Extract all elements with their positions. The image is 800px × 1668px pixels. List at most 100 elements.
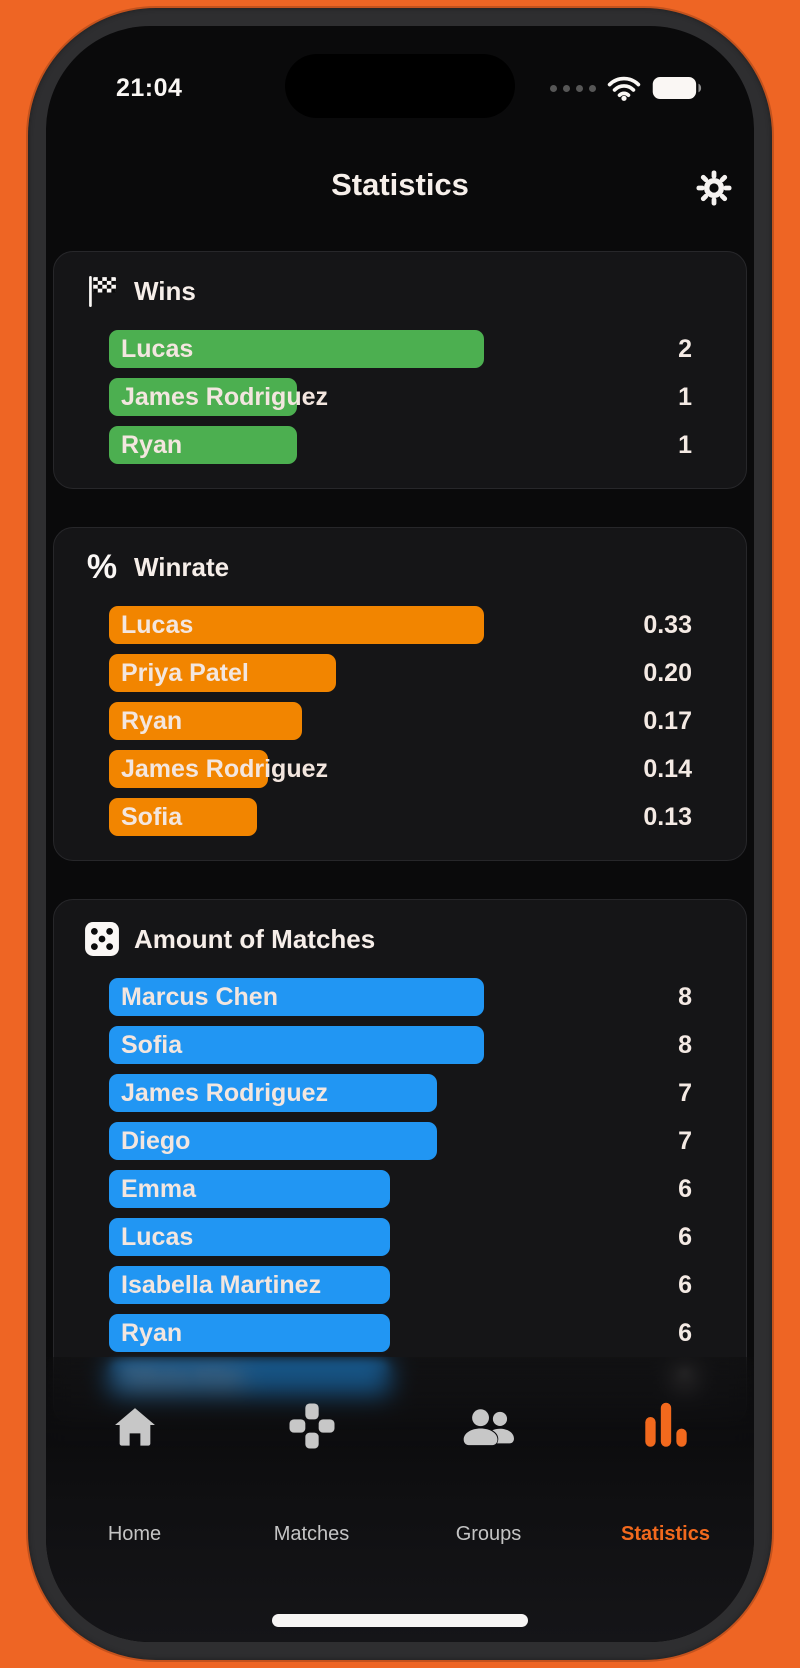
bar: Sofia (109, 1026, 484, 1064)
bar-player-name: Priya Patel (121, 658, 249, 687)
bar-value: 6 (678, 1174, 692, 1203)
bar: Sofia (109, 798, 257, 836)
card-title: Wins (134, 275, 196, 306)
bar: Lucas (109, 330, 484, 368)
phone-screen: 21:04 (46, 26, 754, 1642)
chart-bars-icon (644, 1397, 688, 1455)
bar: Lucas (109, 606, 484, 644)
bar-chart: Lucas 0.33 Priya Patel 0.20 Ryan 0.17 James Ro… (109, 606, 692, 836)
bar-row: Lucas 0.33 (109, 606, 692, 644)
bar-row: Sofia 0.13 (109, 798, 692, 836)
bar-row: Lucas 2 (109, 330, 692, 368)
bar-value: 6 (678, 1318, 692, 1347)
bar-row: Ryan 0.17 (109, 702, 692, 740)
tab-statistics[interactable]: Statistics (577, 1397, 754, 1546)
bar-row: Diego 7 (109, 1122, 692, 1160)
bar-player-name: Isabella Martinez (121, 1270, 322, 1299)
bar-row: James Rodriguez 7 (109, 1074, 692, 1112)
bar-value: 2 (678, 334, 692, 363)
tab-label: Home (107, 1523, 162, 1545)
bar-value: 0.33 (643, 610, 692, 639)
bar-value: 7 (678, 1126, 692, 1155)
tab-groups[interactable]: Groups (400, 1397, 577, 1546)
bar: Ryan (109, 702, 302, 740)
bar: James Rodriguez (109, 1074, 437, 1112)
bar-value: 1 (678, 382, 692, 411)
bar: Lucas (109, 1218, 390, 1256)
checkered-flag-icon (82, 275, 122, 308)
bar-player-name: James Rodriguez (121, 382, 329, 411)
tab-home[interactable]: Home (46, 1397, 223, 1546)
page-title: Statistics (331, 167, 469, 202)
bar-player-name: Ryan (121, 706, 183, 735)
bar-value: 1 (678, 430, 692, 459)
bar: Marcus Chen (109, 978, 484, 1016)
bar-player-name: James Rodriguez (121, 754, 329, 783)
card-wins: Wins Lucas 2 James Rodriguez 1 Ryan 1 (53, 251, 747, 489)
bar: Emma (109, 1170, 390, 1208)
card-header: % Winrate (54, 550, 746, 584)
bar-player-name: Marcus Chen (121, 982, 278, 1011)
battery-icon (652, 76, 702, 100)
bar-value: 0.20 (643, 658, 692, 687)
bar-player-name: Diego (121, 1126, 191, 1155)
card-winrate: % Winrate Lucas 0.33 Priya Patel 0.20 Ryan 0.17… (53, 527, 747, 861)
bar-value: 0.14 (643, 754, 692, 783)
bar-player-name: James Rodriguez (121, 1078, 329, 1107)
bar-value: 8 (678, 1030, 692, 1059)
tab-matches[interactable]: Matches (223, 1397, 400, 1546)
card-matches: Amount of Matches Marcus Chen 8 Sofia 8 James… (53, 899, 747, 1425)
status-bar: 21:04 (46, 54, 754, 118)
bar-player-name: Emma (121, 1174, 197, 1203)
tab-label: Statistics (621, 1523, 710, 1545)
bar: Priya Patel (109, 654, 336, 692)
bar-row: Priya Patel 0.20 (109, 654, 692, 692)
bar-value: 8 (678, 982, 692, 1011)
bar: Diego (109, 1122, 437, 1160)
tab-label: Matches (273, 1523, 350, 1545)
cellular-signal-icon (550, 84, 596, 92)
bar-row: Sofia 8 (109, 1026, 692, 1064)
gear-icon[interactable] (696, 170, 732, 206)
status-icons (550, 76, 702, 101)
bar-value: 6 (678, 1222, 692, 1251)
bar-chart: Marcus Chen 8 Sofia 8 James Rodriguez 7 Diego 7… (109, 978, 692, 1400)
bar-row: Ryan 1 (109, 426, 692, 464)
bar-row: James Rodriguez 1 (109, 378, 692, 416)
card-title: Amount of Matches (134, 923, 376, 954)
dice-icon (82, 921, 122, 957)
bar-player-name: Sofia (121, 1030, 183, 1059)
bar: Isabella Martinez (109, 1266, 390, 1304)
tab-label: Groups (455, 1523, 522, 1545)
home-indicator[interactable] (272, 1614, 528, 1627)
bar-row: Emma 6 (109, 1170, 692, 1208)
bar: James Rodriguez (109, 750, 328, 788)
tab-bar: Home Matches Groups Statistics (46, 1357, 754, 1642)
dynamic-island (285, 54, 515, 118)
bar-player-name: Ryan (121, 430, 183, 459)
bar-player-name: Lucas (121, 1222, 194, 1251)
dpad-icon (287, 1397, 337, 1455)
percent-icon: % (86, 548, 118, 586)
bar-value: 0.17 (643, 706, 692, 735)
bar-row: Ryan 6 (109, 1314, 692, 1352)
bar: Ryan (109, 426, 297, 464)
bar-player-name: Lucas (121, 610, 194, 639)
home-icon (112, 1397, 158, 1455)
content-scroll[interactable]: Wins Lucas 2 James Rodriguez 1 Ryan 1 % Winrate L… (46, 251, 754, 1425)
card-header: Amount of Matches (54, 922, 746, 956)
bar-player-name: Ryan (121, 1318, 183, 1347)
page-header: Statistics (46, 154, 754, 216)
bar-row: Lucas 6 (109, 1218, 692, 1256)
bar-chart: Lucas 2 James Rodriguez 1 Ryan 1 (109, 330, 692, 464)
bar: Ryan (109, 1314, 390, 1352)
bar-value: 6 (678, 1270, 692, 1299)
bar-player-name: Lucas (121, 334, 194, 363)
bar-row: Isabella Martinez 6 (109, 1266, 692, 1304)
bar-player-name: Sofia (121, 802, 183, 831)
bar-value: 0.13 (643, 802, 692, 831)
bar: James Rodriguez (109, 378, 328, 416)
people-icon (462, 1397, 516, 1455)
bar-row: Marcus Chen 8 (109, 978, 692, 1016)
